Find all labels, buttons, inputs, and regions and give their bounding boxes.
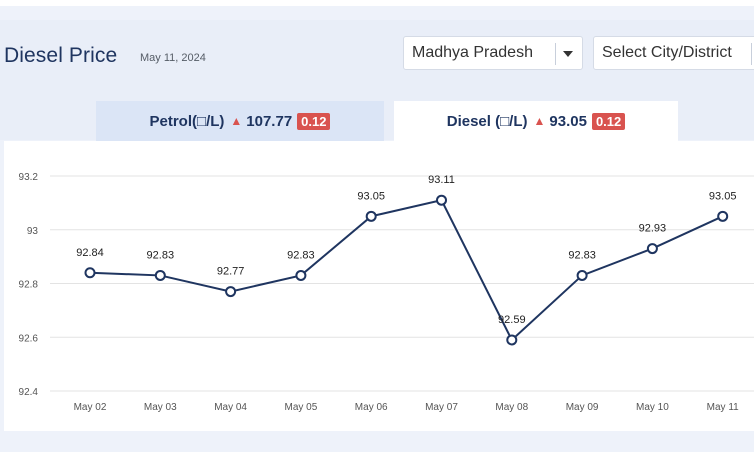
city-select-placeholder: Select City/District xyxy=(602,44,732,61)
city-select[interactable]: Select City/District xyxy=(593,36,754,70)
data-point xyxy=(717,210,729,222)
data-point xyxy=(436,194,447,206)
data-point xyxy=(295,269,307,281)
x-tick-label: May 06 xyxy=(355,402,388,413)
state-select-value: Madhya Pradesh xyxy=(412,44,533,61)
x-tick-label: May 11 xyxy=(707,402,739,413)
data-point xyxy=(646,243,658,255)
page-title: Diesel Price xyxy=(4,44,118,67)
data-point xyxy=(154,269,166,281)
data-label: 92.83 xyxy=(287,249,315,261)
data-label: 92.77 xyxy=(217,266,245,278)
x-tick-label: May 05 xyxy=(285,402,318,413)
y-tick-label: 93 xyxy=(27,226,39,237)
data-point xyxy=(506,334,518,346)
tab-diesel[interactable]: Diesel (□/L) ▲ 93.05 0.12 xyxy=(394,101,678,141)
y-tick-label: 92.4 xyxy=(19,387,39,398)
x-tick-label: May 03 xyxy=(144,402,177,413)
top-strip xyxy=(0,0,754,6)
x-tick-label: May 07 xyxy=(425,402,458,413)
x-tick-label: May 08 xyxy=(495,402,528,413)
data-label: 92.83 xyxy=(147,249,175,261)
bottom-band xyxy=(0,431,754,452)
tab-petrol-change-badge: 0.12 xyxy=(297,112,331,130)
tab-petrol-price: 107.77 xyxy=(246,112,293,130)
data-label: 93.11 xyxy=(428,174,455,186)
page-date: May 11, 2024 xyxy=(140,52,206,64)
data-point xyxy=(576,269,588,281)
series-line xyxy=(89,199,724,342)
state-select[interactable]: Madhya Pradesh xyxy=(403,36,583,70)
price-line-chart: 92.4 92.6 92.8 93 93.2 May 02 May 03 May 04 May … xyxy=(19,172,754,413)
chart-panel: 92.4 92.6 92.8 93 93.2 May 02 May 03 May 04 May … xyxy=(4,141,754,431)
triangle-up-icon: ▲ xyxy=(230,114,243,128)
x-tick-label: May 10 xyxy=(636,402,669,413)
y-tick-label: 93.2 xyxy=(19,172,39,183)
select-divider xyxy=(555,43,556,65)
data-label: 92.84 xyxy=(76,247,104,259)
data-label: 92.93 xyxy=(639,223,667,235)
data-label: 92.59 xyxy=(498,314,526,326)
data-point xyxy=(365,210,377,222)
select-divider xyxy=(751,43,752,65)
triangle-up-icon: ▲ xyxy=(533,114,546,128)
tab-diesel-price: 93.05 xyxy=(549,112,587,130)
tab-petrol[interactable]: Petrol(□/L) ▲ 107.77 0.12 xyxy=(96,101,384,141)
chevron-down-icon[interactable] xyxy=(563,51,573,57)
tab-diesel-change-badge: 0.12 xyxy=(591,112,626,130)
y-tick-label: 92.6 xyxy=(19,333,39,344)
x-tick-label: May 02 xyxy=(74,402,107,413)
data-label: 92.83 xyxy=(568,249,596,261)
tab-diesel-label: Diesel (□/L) xyxy=(446,112,528,130)
x-tick-label: May 09 xyxy=(566,402,599,413)
y-tick-label: 92.8 xyxy=(19,280,39,291)
tab-petrol-label: Petrol(□/L) xyxy=(149,112,225,130)
data-point xyxy=(225,286,237,298)
data-label: 93.05 xyxy=(709,190,737,202)
x-tick-label: May 04 xyxy=(214,402,247,413)
data-label: 93.05 xyxy=(357,190,385,202)
data-point xyxy=(84,267,96,279)
